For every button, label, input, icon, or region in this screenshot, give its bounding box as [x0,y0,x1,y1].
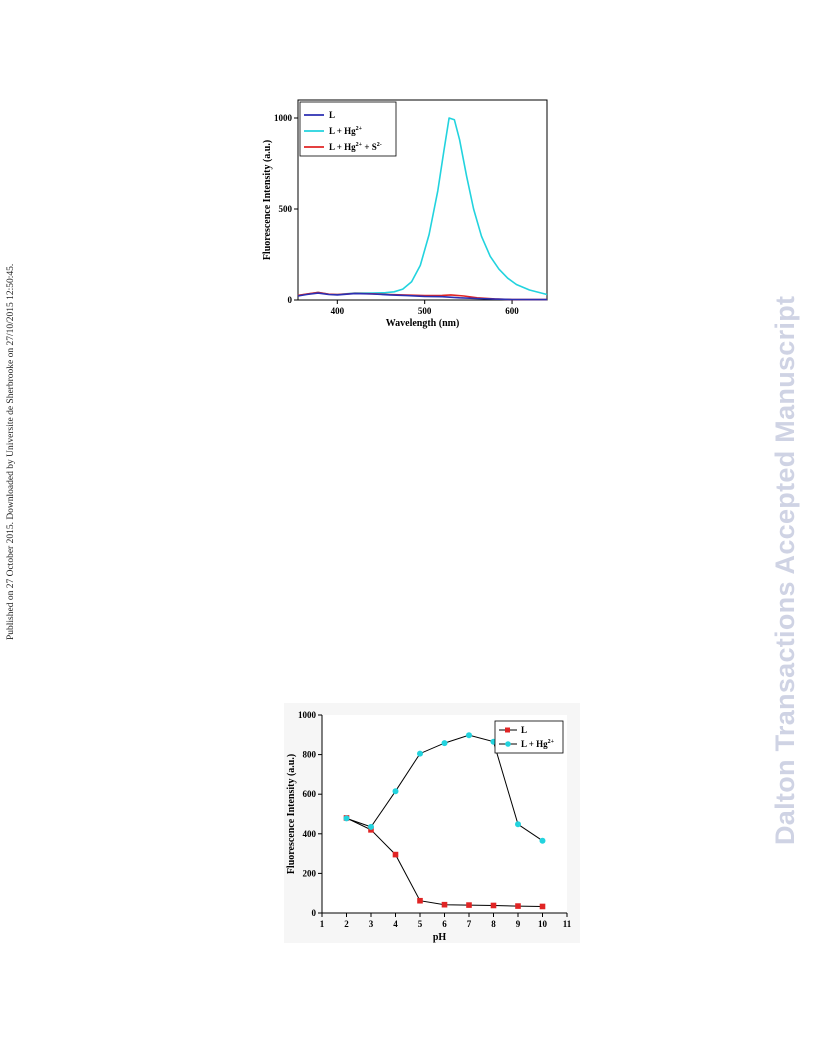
legend-label: L + Hg2+ [329,126,363,136]
x-tick-label: 6 [442,919,447,929]
data-point-circle [417,750,423,757]
legend-swatch-marker [505,727,510,733]
data-point-square [490,902,497,909]
publication-note: Published on 27 October 2015. Downloaded… [6,220,18,640]
x-tick-label: 2 [344,919,349,929]
data-point-square [392,851,399,858]
x-tick-label: 10 [538,919,548,929]
data-point-circle [441,740,448,747]
y-tick-label: 400 [303,829,317,839]
legend-box [494,720,564,754]
legend-label-text: L + Hg [521,739,548,749]
data-point-circle [515,821,521,828]
y-tick-label: 800 [303,750,317,760]
legend-label-text: L + Hg [329,142,356,152]
y-tick-label: 1000 [298,710,317,720]
legend-label-sup: 2+ [356,142,363,148]
legend-label-text: L [329,110,335,120]
x-axis-label: Wavelength (nm) [386,318,460,329]
x-tick-label: 8 [491,919,496,929]
ph-dependence-chart: 1 2 3 4 5 6 7 8 9 10 11 0 200 400 600 800 1000 pH Fluoresc… [284,703,580,943]
y-tick-label: 0 [312,908,317,918]
y-tick-label: 500 [279,204,293,214]
legend-label-text: L + Hg [329,126,356,136]
y-axis-label: Fluorescence Intensity (a.u.) [262,140,273,260]
x-tick-label: 7 [467,919,472,929]
legend-label-tail: + S [362,142,377,152]
x-tick-label: 5 [418,919,423,929]
x-tick-label: 600 [505,306,519,316]
x-tick-label: 4 [393,919,398,929]
legend-label: L [329,110,335,120]
legend-label: L + Hg2+ [521,739,555,749]
emission-spectrum-chart: 400 500 600 0 500 1000 Wavelength (nm) Fluoresc… [262,99,548,329]
x-tick-label: 11 [563,919,572,929]
legend-label: L [521,725,527,735]
data-point-square [417,897,423,904]
journal-watermark-text: Dalton Transactions Accepted Manuscript [770,295,800,845]
y-tick-label: 600 [303,789,317,799]
y-tick-label: 0 [288,295,293,305]
x-axis-label: pH [433,932,447,943]
x-tick-label: 400 [331,306,345,316]
data-point-circle [368,823,374,830]
x-tick-label: 1 [320,919,325,929]
data-point-circle [392,788,399,795]
data-point-square [515,903,521,909]
legend-swatch-marker [505,741,511,747]
data-point-circle [539,837,546,844]
data-point-circle [343,815,350,822]
data-point-circle [466,732,472,739]
legend-label-text: L [521,725,527,735]
x-tick-label: 500 [418,306,432,316]
legend-label-sup2: 2- [377,142,382,148]
plot-frame [297,99,548,301]
data-point-square [441,901,448,908]
legend-label: L + Hg2+ + S2- [329,142,382,152]
y-axis-label: Fluorescence Intensity (a.u.) [286,754,297,874]
journal-watermark: Dalton Transactions Accepted Manuscript [770,205,806,850]
y-tick-label: 200 [303,868,317,878]
x-tick-label: 9 [516,919,521,929]
legend-label-sup: 2+ [356,126,363,132]
publication-note-text: Published on 27 October 2015. Downloaded… [6,263,16,640]
y-tick-label: 1000 [274,113,293,123]
data-point-square [539,903,546,910]
series-line [297,292,547,301]
x-tick-label: 3 [369,919,374,929]
legend-label-sup: 2+ [548,739,555,745]
data-point-square [466,902,472,908]
